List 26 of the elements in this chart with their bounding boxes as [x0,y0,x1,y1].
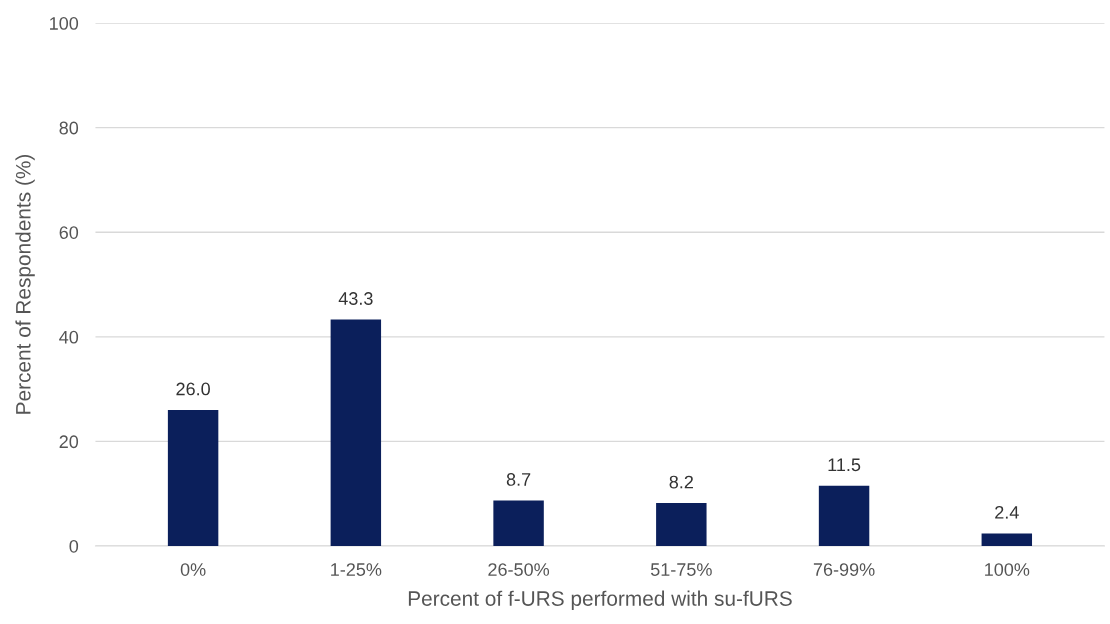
data-label: 8.2 [669,475,693,489]
bar [330,319,382,546]
y-axis-title: Percent of Respondents (%) [15,154,35,414]
x-axis-title: Percent of f-URS performed with su-fURS [408,590,792,611]
bar [656,503,707,546]
x-tick-label: 26-50% [488,563,550,576]
data-label: 8.7 [506,473,531,486]
data-label: 43.3 [338,292,373,305]
y-tick-label: 0 [69,539,79,553]
y-tick-label: 20 [59,435,79,449]
bar [818,485,870,546]
y-tick-label: 60 [59,226,79,239]
data-label: 2.4 [995,505,1019,519]
y-tick-label: 40 [59,330,79,344]
x-tick-label: 76-99% [813,563,875,576]
x-tick-label: 51-75% [650,563,712,576]
bar [981,533,1033,546]
data-label: 26.0 [176,382,210,396]
bar [493,500,544,546]
y-tick-label: 100 [50,17,79,30]
data-label: 11.5 [828,458,861,472]
x-tick-label: 0% [180,563,206,576]
bar [167,410,219,546]
x-tick-label: 100% [985,563,1030,576]
y-tick-label: 80 [59,121,79,135]
x-tick-label: 1-25% [331,563,382,576]
